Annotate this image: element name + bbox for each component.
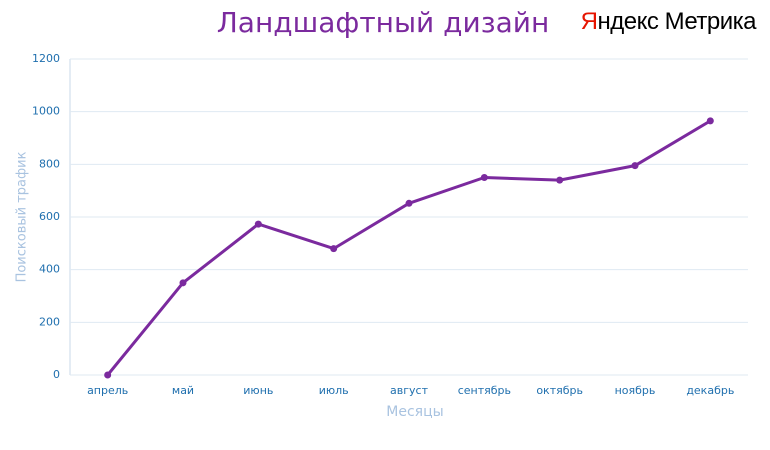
point	[556, 176, 564, 184]
y-tick-label: 200	[39, 315, 60, 328]
y-tick-label: 1200	[32, 52, 60, 65]
logo: Яндекс Метрика	[580, 8, 757, 36]
x-tick-label: декабрь	[686, 384, 734, 397]
point	[330, 245, 338, 253]
y-tick-label: 800	[39, 157, 60, 170]
x-tick-label: октябрь	[536, 384, 583, 397]
line	[106, 119, 712, 376]
logo-product: Метрика	[664, 8, 757, 35]
y-tick-label: 1000	[32, 105, 60, 118]
y-tick-label: 400	[39, 263, 60, 276]
x-tick-label: май	[172, 384, 194, 397]
point	[254, 220, 262, 228]
chart-title: Ландшафтный дизайн	[217, 6, 550, 39]
x-tick-label: июнь	[243, 384, 273, 397]
x-tick-label: ноябрь	[615, 384, 656, 397]
y-axis-label: Поисковый трафик	[15, 151, 30, 282]
logo-brand: Яндекс	[580, 8, 659, 35]
point	[480, 174, 488, 181]
x-tick-label: апрель	[87, 384, 128, 397]
y-tick-label: 0	[53, 368, 60, 381]
point	[104, 371, 112, 379]
x-tick-label: август	[390, 384, 429, 397]
point	[405, 199, 413, 207]
point	[631, 162, 639, 170]
x-tick-label: сентябрь	[458, 384, 511, 397]
y-tick-label: 600	[39, 210, 60, 223]
point	[179, 279, 187, 287]
point	[706, 117, 714, 125]
x-tick-label: июль	[319, 384, 349, 397]
x-axis-label: Месяцы	[386, 404, 443, 420]
